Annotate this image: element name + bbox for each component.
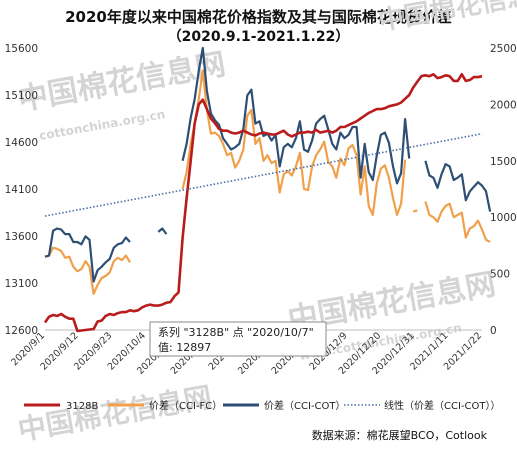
legend-label-3128b: 3128B <box>66 401 98 412</box>
data-source: 数据来源：棉花展望BCO，Cotlook <box>311 429 487 442</box>
series-line-cci-cot <box>44 46 492 283</box>
watermark-layer: 中国棉花信息网 cottonchina.org.cn 中国棉花信息网 www.c… <box>15 0 517 447</box>
y-right-tick-label: 2000 <box>490 99 517 111</box>
plot-area <box>43 46 492 333</box>
y-left-tick-label: 15100 <box>5 90 38 102</box>
tooltip-line2: 值: 12897 <box>158 341 211 354</box>
y-right-tick-label: 1000 <box>490 212 517 224</box>
tooltip-box <box>149 321 327 357</box>
legend-label-cot: 价差（CCI-COT） <box>264 399 345 412</box>
trendline-cci-cot <box>44 132 483 217</box>
y-right-tick-label: 1500 <box>490 156 517 168</box>
y-right-tick-label: 2500 <box>490 43 517 55</box>
y-left-tick-label: 13600 <box>5 231 38 243</box>
y-left-tick-label: 12600 <box>5 325 38 337</box>
tooltip: 系列 "3128B" 点 "2020/10/7" 值: 12897 <box>149 321 327 357</box>
watermark-cn-4: 中国棉花信息网 <box>376 0 517 37</box>
chart-subtitle: （2020.9.1-2021.1.22） <box>167 29 350 45</box>
series-line-cci-fc <box>44 69 491 295</box>
watermark-url-1: cottonchina.org.cn <box>38 107 166 143</box>
y-right-tick-label: 500 <box>490 269 510 281</box>
y-left-tick-label: 14600 <box>5 137 38 149</box>
tooltip-line1: 系列 "3128B" 点 "2020/10/7" <box>158 325 314 339</box>
y-left-tick-label: 15600 <box>5 43 38 55</box>
y-left-tick-label: 14100 <box>5 184 38 196</box>
y-right-tick-label: 0 <box>490 325 497 337</box>
series-line-3128b <box>43 73 483 333</box>
y-axis-left: 12600 13100 13600 14100 14600 15100 15600 <box>5 43 38 337</box>
legend-label-fc: 价差（CCI-FC） <box>149 399 222 412</box>
y-left-tick-label: 13100 <box>5 278 38 290</box>
legend: 3128B 价差（CCI-FC） 价差（CCI-COT） 线性（价差（CCI-C… <box>24 399 500 412</box>
watermark-cn-3: 中国棉花信息网 <box>15 380 214 447</box>
chart-title: 2020年度以来中国棉花价格指数及其与国际棉花现货价差 <box>65 8 452 26</box>
legend-label-trend: 线性（价差（CCI-COT）） <box>384 399 500 412</box>
y-axis-right: 0 500 1000 1500 2000 2500 <box>490 43 517 337</box>
